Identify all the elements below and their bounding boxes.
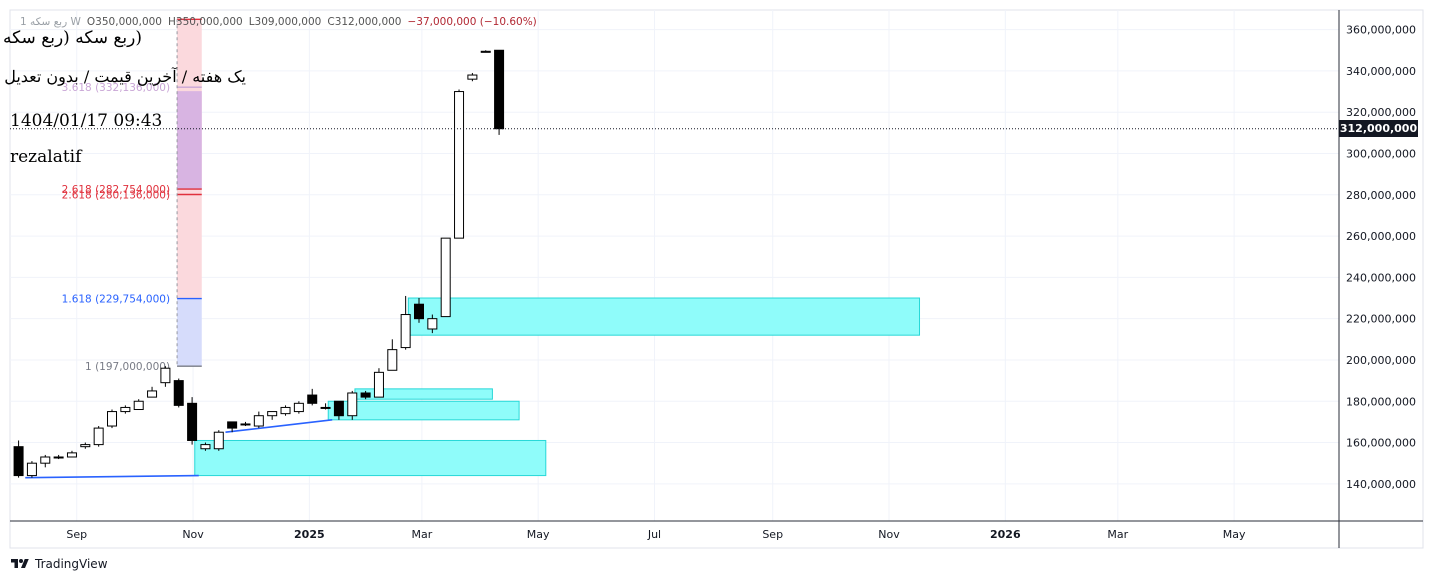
fib-level-label: 1 (197,000,000) [85, 361, 170, 373]
chart-author-overlay: rezalatif [10, 147, 82, 167]
trendline[interactable] [225, 419, 333, 434]
zone-box[interactable] [327, 400, 520, 421]
candle-bull [400, 314, 411, 349]
candle-bull [26, 462, 37, 477]
price-tick-label: 140,000,000 [1346, 478, 1416, 491]
price-tick-label: 180,000,000 [1346, 395, 1416, 408]
price-tick-label: 220,000,000 [1346, 313, 1416, 326]
fib-level-label: 2.618 (282,754,000) [62, 184, 170, 196]
time-tick-label: Mar [411, 528, 432, 541]
candle-bull [373, 371, 384, 398]
candle-bull [240, 423, 251, 426]
tradingview-logo-icon [11, 559, 29, 568]
price-scale[interactable]: 140,000,000 160,000,000 180,000,000 200,000… [1338, 10, 1416, 548]
supply-demand-zones[interactable] [194, 297, 921, 477]
zone-box[interactable] [194, 439, 547, 477]
ohlc-symbol: 1 ربع سکه W [20, 16, 81, 28]
candle-bull [200, 444, 211, 450]
trendline[interactable] [25, 474, 199, 479]
price-tick-label: 360,000,000 [1346, 24, 1416, 37]
time-tick-label: May [527, 528, 550, 541]
zone-box[interactable] [407, 297, 921, 336]
ohlc-open: O350,000,000 [86, 16, 162, 28]
fib-level-label: 3.618 (332,136,000) [62, 82, 170, 94]
chart-subtitle-overlay: یک هفته / آخرین قیمت / بدون تعدیل [4, 67, 246, 86]
candle-bear [360, 392, 371, 398]
candle-bear [13, 446, 24, 477]
candle-bull [147, 390, 158, 398]
price-tick-label: 260,000,000 [1346, 230, 1416, 243]
fibonacci-extension[interactable]: 1 (197,000,000) 1.618 (229,754,000) 2.618 … [62, 18, 202, 373]
tradingview-footer[interactable]: TradingView [10, 557, 108, 571]
candle-bull [160, 367, 171, 384]
time-tick-label: Sep [66, 528, 87, 541]
price-tick-label: 280,000,000 [1346, 189, 1416, 202]
ohlc-change: −37,000,000 (−10.60%) [407, 16, 537, 28]
last-price-label: 312,000,000 [1339, 120, 1418, 138]
chart-datetime-overlay: 1404/01/17 09:43 [10, 111, 163, 131]
candle-bull [387, 349, 398, 371]
candle-bull [293, 402, 304, 413]
time-tick-label: 2026 [990, 528, 1021, 541]
fib-level-label: 2.618 (280,136,000) [62, 190, 170, 202]
candle-bull [120, 406, 131, 413]
candle-bear [413, 303, 424, 320]
ohlc-high: H350,000,000 [168, 16, 243, 28]
time-tick-label: Nov [182, 528, 204, 541]
candle-bear [187, 402, 198, 441]
candle-bull [280, 406, 291, 415]
fib-level-label: 1.618 (229,754,000) [62, 294, 170, 306]
trendlines[interactable] [25, 419, 333, 479]
candle-bull [467, 74, 478, 80]
time-tick-label: Mar [1107, 528, 1128, 541]
candle-bull [80, 444, 91, 448]
candle-bull [53, 456, 64, 459]
candle-bull [440, 237, 451, 318]
time-tick-label: May [1223, 528, 1246, 541]
candle-bull [40, 456, 51, 464]
candle-bull [454, 91, 465, 239]
price-tick-label: 300,000,000 [1346, 147, 1416, 160]
ohlc-close: C312,000,000 [327, 16, 402, 28]
time-tick-label: Nov [878, 528, 900, 541]
candle-bear [173, 380, 184, 406]
price-tick-label: 320,000,000 [1346, 106, 1416, 119]
candle-bear [494, 49, 505, 130]
candle-bull [93, 427, 104, 446]
chart-title-overlay: (ربع سکه (ربع سکه [3, 28, 142, 48]
tradingview-brand: TradingView [35, 557, 108, 571]
candle-bull [347, 392, 358, 417]
candle-bull [66, 452, 77, 458]
fib-band-purple [177, 91, 202, 190]
time-tick-label: 2025 [294, 528, 325, 541]
candle-bear [307, 394, 318, 404]
fib-band-1-1618 [177, 298, 202, 367]
candle-bull [480, 50, 491, 53]
candle-bull [320, 406, 331, 409]
candle-bull [133, 400, 144, 411]
candle-bull [253, 415, 264, 427]
time-scale[interactable]: Sep Nov 2025 Mar May Jul Sep Nov 2026 Mar May [10, 520, 1423, 541]
candle-bull [107, 411, 118, 427]
price-tick-label: 340,000,000 [1346, 65, 1416, 78]
ohlc-legend: 1 ربع سکه W O350,000,000 H350,000,000 L309,… [20, 16, 543, 28]
ohlc-low: L309,000,000 [248, 16, 322, 28]
price-tick-label: 240,000,000 [1346, 271, 1416, 284]
candles [10, 49, 1339, 478]
candle-bull [267, 411, 278, 417]
candle-bull [427, 318, 438, 330]
time-tick-label: Sep [762, 528, 783, 541]
time-tick-label: Jul [647, 528, 661, 541]
price-tick-label: 200,000,000 [1346, 354, 1416, 367]
candle-bear [227, 421, 238, 429]
candle-bull [213, 431, 224, 450]
candle-bear [333, 400, 344, 417]
price-tick-label: 160,000,000 [1346, 437, 1416, 450]
